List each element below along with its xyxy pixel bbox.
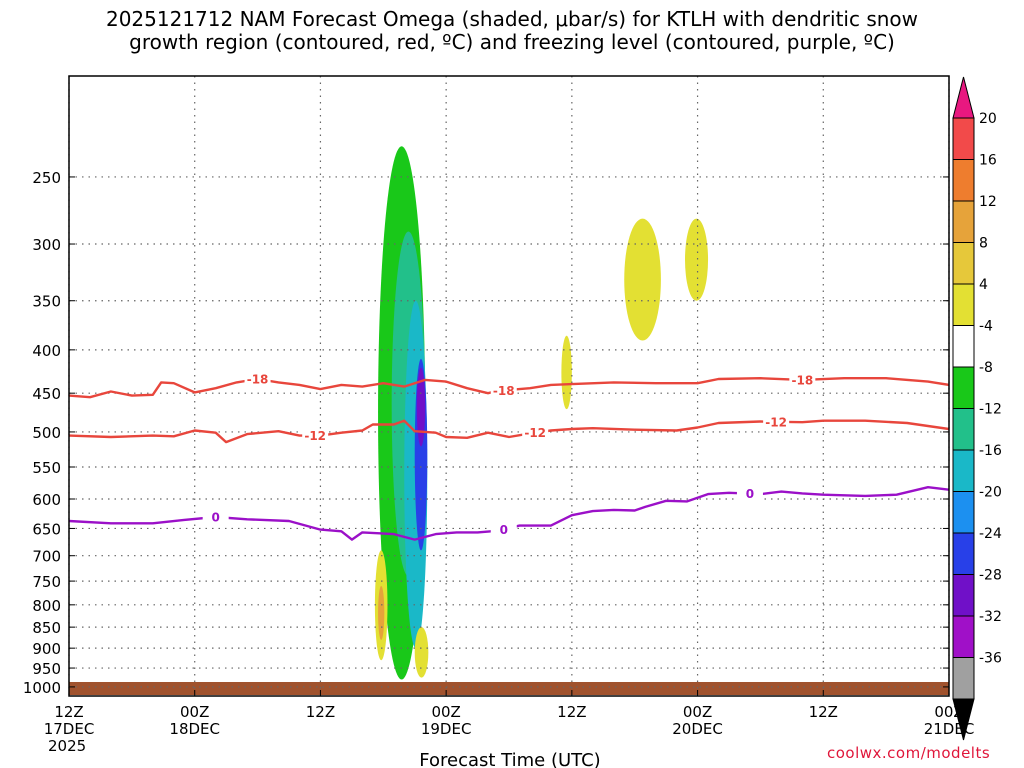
contour-label-bg: [522, 425, 549, 440]
omega-region-8: [561, 335, 572, 410]
y-tick-label: 350: [32, 293, 61, 311]
contour-label: 0: [211, 510, 219, 524]
colorbar-swatch: [952, 408, 975, 451]
colorbar-label: 12: [979, 194, 997, 210]
contour-label-bg: [763, 414, 790, 429]
colorbar-label: -12: [979, 402, 1002, 418]
x-tick-label: 00Z: [180, 703, 209, 721]
contour-label-bg: [490, 522, 517, 537]
omega-region-9: [624, 218, 661, 341]
colorbar-overflow-low: [952, 698, 975, 741]
y-tick-label: 550: [32, 459, 61, 477]
y-tick-label: 950: [32, 660, 61, 678]
colorbar-swatch: [952, 159, 975, 202]
x-tick-label: 12Z: [306, 703, 335, 721]
colorbar-swatch: [952, 200, 975, 243]
contour-label: -12: [524, 426, 546, 440]
contour-label: 0: [500, 523, 508, 537]
colorbar-swatch: [952, 491, 975, 534]
colorbar-label: 20: [979, 111, 997, 127]
x-axis-label: Forecast Time (UTC): [419, 750, 600, 768]
colorbar-label: -28: [979, 568, 1002, 584]
contour-label: -18: [791, 373, 813, 387]
contour-label: 0: [746, 487, 754, 501]
contour-label-bg: [202, 509, 229, 524]
y-tick-label: 700: [32, 548, 61, 566]
y-tick-label: 450: [32, 385, 61, 403]
x-tick-label: 00Z: [431, 703, 460, 721]
title-line-2: growth region (contoured, red, ºC) and f…: [129, 30, 895, 54]
colorbar-swatch: [952, 242, 975, 285]
y-tick-label: 500: [32, 424, 61, 442]
contour-line-2: [69, 486, 949, 541]
contour-label-bg: [302, 428, 329, 443]
y-tick-label: 750: [32, 573, 61, 591]
plot-frame: [68, 75, 950, 697]
x-tick-label: 2025: [48, 737, 86, 755]
colorbar-swatch: [952, 532, 975, 575]
contour-label-bg: [789, 372, 816, 387]
omega-region-7: [414, 627, 429, 678]
y-tick-label: 650: [32, 520, 61, 538]
x-tick-label: 17DEC: [44, 720, 95, 738]
colorbar-swatch: [952, 366, 975, 409]
x-tick-label: 18DEC: [169, 720, 220, 738]
colorbar-label: -32: [979, 609, 1002, 625]
y-tick-label: 600: [32, 491, 61, 509]
contour-label: -18: [493, 384, 515, 398]
colorbar-label: -8: [979, 360, 993, 376]
x-tick-label: 12Z: [54, 703, 83, 721]
colorbar-swatch: [952, 117, 975, 160]
ground-terrain: [69, 682, 949, 695]
y-tick-label: 800: [32, 597, 61, 615]
omega-region-10: [685, 218, 709, 301]
colorbar-swatch: [952, 574, 975, 617]
x-tick-label: 00Z: [683, 703, 712, 721]
y-axis-ticks: 250 300 350 400 450 500 550 600 650 700 750 800 850 9…: [23, 169, 949, 697]
contour-label-bg: [490, 383, 517, 398]
x-tick-label: 19DEC: [421, 720, 472, 738]
contour-labels: -18 -18 -18 -12 -12 -12 0 0 0: [202, 372, 816, 537]
colorbar-label: -36: [979, 651, 1002, 667]
colorbar-swatch: [952, 449, 975, 492]
colorbar-swatch: [952, 325, 975, 368]
omega-shading: [374, 146, 709, 680]
title-line-1: 2025121712 NAM Forecast Omega (shaded, μ…: [105, 7, 919, 31]
y-tick-label: 1000: [23, 679, 61, 697]
omega-region-4: [416, 367, 426, 447]
contour-label-bg: [244, 372, 271, 387]
colorbar-label: 4: [979, 277, 988, 293]
contour-label: -12: [765, 415, 787, 429]
omega-region-6: [378, 585, 385, 640]
y-tick-label: 250: [32, 169, 61, 187]
colorbar-label: -24: [979, 526, 1002, 542]
colorbar-label: 16: [979, 153, 997, 169]
contour-lines: [69, 377, 949, 541]
contour-label-bg: [736, 486, 763, 501]
contour-label: -18: [247, 373, 269, 387]
ground-strip: [69, 682, 949, 695]
y-tick-label: 400: [32, 342, 61, 360]
colorbar-label: -20: [979, 485, 1002, 501]
colorbar-legend: 20 16 12 8 4 -4 -8 -12 -16 -20 -24 -28 -32 -36: [952, 76, 1002, 741]
contour-line-0: [69, 377, 949, 399]
colorbar-label: -4: [979, 319, 993, 335]
chart-title: 2025121712 NAM Forecast Omega (shaded, μ…: [0, 8, 1024, 54]
y-tick-label: 900: [32, 640, 61, 658]
colorbar-label: -16: [979, 443, 1002, 459]
y-tick-label: 850: [32, 619, 61, 637]
colorbar-swatch: [952, 283, 975, 326]
x-tick-label: 20DEC: [672, 720, 723, 738]
colorbar-label: 8: [979, 236, 988, 252]
colorbar-overflow-high: [952, 76, 975, 119]
colorbar-swatch: [952, 615, 975, 658]
y-tick-label: 300: [32, 236, 61, 254]
contour-line-1: [69, 419, 949, 444]
colorbar-swatch: [952, 657, 975, 700]
x-tick-label: 12Z: [809, 703, 838, 721]
watermark: coolwx.com/modelts: [827, 744, 991, 762]
contour-label: -12: [304, 429, 326, 443]
x-tick-label: 12Z: [557, 703, 586, 721]
